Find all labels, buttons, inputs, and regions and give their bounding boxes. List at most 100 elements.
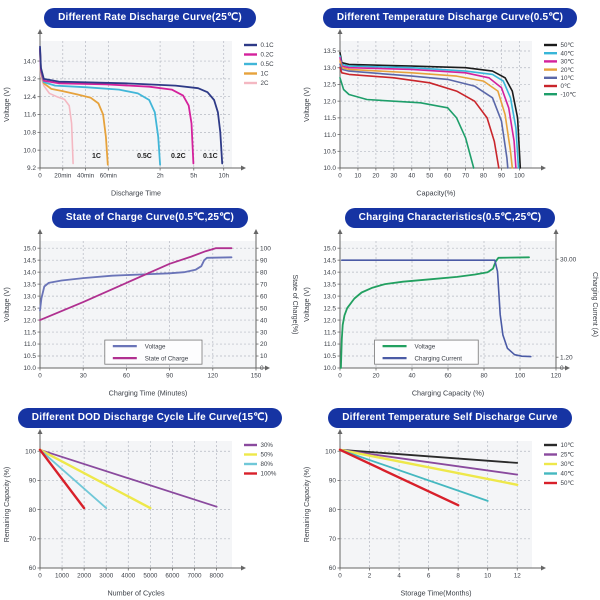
- x-tick-label: 30: [80, 373, 88, 380]
- y-tick-label: 90: [329, 478, 337, 485]
- series-line-30℃: [338, 448, 519, 486]
- y-tick-label: 70: [29, 536, 37, 543]
- series-line-100%: [38, 448, 86, 510]
- y-axis-arrow-icon: [37, 29, 43, 34]
- x-tick-label: 50: [426, 173, 434, 180]
- x-axis-label: Storage Time(Months): [400, 589, 471, 598]
- y-axis-arrow-icon: [337, 29, 343, 34]
- chart-title: Different Temperature Discharge Curve(0.…: [322, 8, 578, 28]
- x-tick-label: 120: [208, 373, 219, 380]
- x-tick-label: 20: [372, 173, 380, 180]
- y-axis-arrow-icon: [37, 429, 43, 434]
- series-line-40℃: [339, 448, 489, 502]
- series-line-25℃: [339, 448, 519, 476]
- y-right-tick-label: 30.00: [560, 256, 577, 263]
- y-right-axis-arrow-icon: [553, 229, 559, 234]
- legend-label: 1C: [261, 71, 269, 78]
- legend-label: 0.5C: [261, 61, 275, 68]
- x-tick-label: 0: [338, 573, 342, 580]
- x-tick-label: 0: [38, 173, 42, 180]
- x-tick-label: 40min: [77, 173, 95, 180]
- y-tick-label: 10.5: [323, 353, 336, 360]
- y-axis-arrow-icon: [337, 429, 343, 434]
- y-right-tick-label: 80: [260, 269, 268, 276]
- y-tick-label: 10.0: [23, 147, 36, 154]
- legend-label: 20℃: [561, 67, 575, 74]
- y-tick-label: 12.0: [323, 317, 336, 324]
- x-tick-label: 4000: [121, 573, 136, 580]
- y-tick-label: 11.0: [324, 132, 337, 139]
- self-discharge-chart: 0 2 4 6 8 10 12 60 70 80 90 100 10℃ 25℃ 30℃ 40℃ 50℃ Stora…: [304, 429, 575, 598]
- y-right-tick-label: 10: [260, 353, 268, 360]
- x-tick-label: 100: [514, 173, 525, 180]
- legend-label: State of Charge: [145, 355, 189, 362]
- legend-label: 50℃: [561, 42, 575, 49]
- y-right-tick-label: 30: [260, 329, 268, 336]
- y-tick-label: 100: [25, 448, 36, 455]
- x-tick-label: 40: [408, 173, 416, 180]
- x-tick-label: 60min: [100, 173, 118, 180]
- x-tick-label: 30: [390, 173, 398, 180]
- y-tick-label: 11.5: [24, 329, 37, 336]
- legend-label: Charging Current: [415, 355, 463, 362]
- y-tick-label: 11.5: [324, 115, 337, 122]
- y-tick-label: 12.4: [23, 94, 36, 101]
- x-axis-arrow-icon: [265, 365, 270, 371]
- x-tick-label: 2000: [77, 573, 92, 580]
- series-line--10℃: [339, 76, 475, 169]
- x-tick-label: 2: [368, 573, 372, 580]
- x-axis-arrow-icon: [541, 165, 546, 171]
- y-right-axis-label: Charging Current (A): [591, 272, 598, 337]
- x-tick-label: 80: [480, 373, 488, 380]
- legend-label: 30℃: [561, 461, 575, 468]
- y-tick-label: 60: [29, 565, 37, 572]
- series-line-0.1C: [39, 45, 224, 165]
- series-line-50℃: [338, 448, 460, 507]
- x-axis-arrow-icon: [541, 565, 546, 571]
- y-tick-label: 10.8: [23, 130, 36, 137]
- legend-label: 100%: [261, 471, 277, 478]
- x-tick-label: 70: [462, 173, 470, 180]
- legend-label: 0℃: [561, 83, 571, 90]
- y-tick-label: 12.5: [323, 82, 336, 89]
- y-tick-label: 9.2: [27, 165, 36, 172]
- x-tick-label: 60: [123, 373, 131, 380]
- y-right-tick-label: 0: [260, 365, 264, 372]
- y-tick-label: 12.5: [23, 305, 36, 312]
- panel-dod-cycle-life: Different DOD Discharge Cycle Life Curve…: [0, 400, 300, 600]
- panel-state-of-charge: State of Charge Curve(0.5℃,25℃) 0 30 60 90 1…: [0, 200, 300, 400]
- x-axis-arrow-icon: [241, 565, 246, 571]
- y-right-tick-label: 100: [260, 245, 271, 252]
- x-tick-label: 20min: [54, 173, 72, 180]
- legend-box: [104, 339, 203, 365]
- series-line-10℃: [339, 63, 509, 169]
- x-tick-label: 10h: [218, 173, 229, 180]
- x-tick-label: 4: [397, 573, 401, 580]
- y-tick-label: 10.0: [323, 165, 336, 172]
- panel-charging-characteristics: Charging Characteristics(0.5℃,25℃) 0 20 40…: [300, 200, 600, 400]
- y-right-axis-label: State of Charge(%): [291, 275, 298, 335]
- y-tick-label: 11.0: [324, 341, 337, 348]
- y-right-tick-label: 60: [260, 293, 268, 300]
- legend-label: 50℃: [561, 480, 575, 487]
- legend-label: 25℃: [561, 452, 575, 459]
- x-tick-label: 8: [456, 573, 460, 580]
- y-tick-label: 11.5: [324, 329, 337, 336]
- series-line-0℃: [339, 66, 500, 169]
- legend-label: 2C: [261, 80, 269, 87]
- y-right-tick-label: 40: [260, 317, 268, 324]
- chart-title: Charging Characteristics(0.5℃,25℃): [344, 208, 556, 228]
- x-tick-label: 0: [38, 573, 42, 580]
- chart-title: Different Temperature Self Discharge Cur…: [328, 408, 572, 428]
- y-tick-label: 13.5: [323, 281, 336, 288]
- legend-label: 0.1C: [261, 42, 275, 49]
- series-line-Charging Current: [340, 259, 532, 358]
- y-axis-label: Remaining Capacity (%): [4, 467, 11, 542]
- x-axis-arrow-icon: [565, 365, 570, 371]
- y-tick-label: 80: [329, 507, 337, 514]
- curve-annotation: 0.2C: [171, 153, 186, 160]
- legend-label: 50%: [261, 452, 274, 459]
- y-tick-label: 10.0: [23, 365, 36, 372]
- y-tick-label: 12.0: [323, 98, 336, 105]
- x-tick-label: 120: [551, 373, 562, 380]
